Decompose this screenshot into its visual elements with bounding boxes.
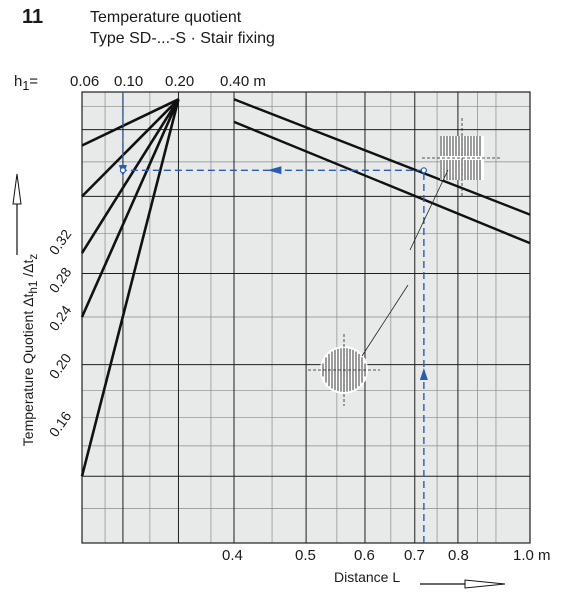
example-point [420,167,427,174]
major-grid [81,91,531,544]
top-tick-label: 0.20 [165,73,195,90]
chart-subtitle: Type SD-...-S · Stair fixing [90,30,275,47]
x-axis-arrow-head [464,579,506,589]
x-tick-label: 1.0 m [513,547,551,564]
top-tick-label: 0.40 m [220,73,266,90]
x-tick-label: 0.5 [295,547,316,564]
h1-curve [81,98,180,198]
y-tick-label: 0.16 [45,408,75,440]
plot-area [82,92,530,543]
plot-border [81,91,531,544]
y-tick-label: 0.24 [45,302,75,334]
y-axis-label: Temperature Quotient Δth1 /Δtz [20,253,40,447]
h1-curve [81,98,180,147]
figure-number: 11 [22,6,44,28]
y-tick-label: 0.32 [45,226,75,258]
cross-section-symbols [308,118,502,406]
axis-arrows [12,173,506,589]
h1-curve [80,98,180,318]
x-tick-label: 0.7 [404,547,425,564]
h1-curve [80,98,180,254]
x-tick-label: 0.4 [222,547,243,564]
x-tick-label: 0.8 [448,547,469,564]
x-tick-label: 0.6 [354,547,375,564]
chart-title: Temperature quotient [90,9,242,26]
top-axis-label: h1= [14,73,39,93]
minor-grid [82,92,530,543]
x-axis-label: Distance L [334,569,401,585]
left-arrow [267,166,282,175]
top-tick-label: 0.10 [114,73,144,90]
y-tick-label: 0.20 [45,350,75,382]
leader-line [361,284,409,357]
up-arrow [419,368,428,380]
h1-curve [80,98,180,477]
y-axis-arrow-head [12,173,22,205]
curve-group [80,98,531,477]
down-arrow [118,165,127,177]
example-point [119,167,127,174]
example-path [118,92,428,543]
top-tick-label: 0.06 [70,73,100,90]
square-section-symbol [440,136,484,180]
distance-curve [233,98,531,216]
round-section-symbol [320,346,368,394]
y-tick-label: 0.28 [45,264,75,296]
leader-line [409,169,449,251]
distance-curve [233,120,531,245]
